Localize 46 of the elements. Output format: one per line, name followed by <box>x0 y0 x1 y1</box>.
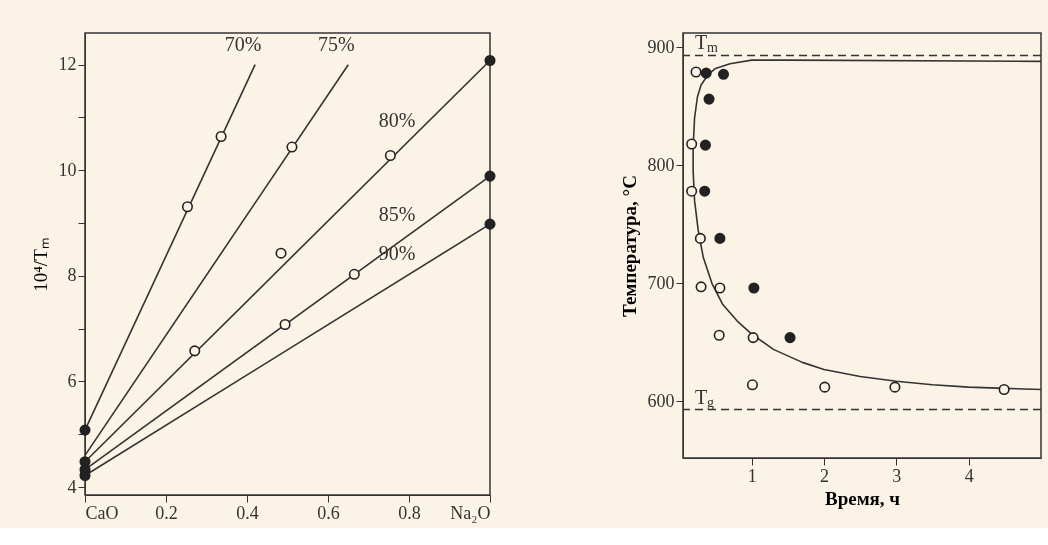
x-tick-label: 0.2 <box>155 502 178 523</box>
x-tick-label: 1 <box>747 465 757 486</box>
point <box>695 281 707 293</box>
point <box>700 67 712 79</box>
point <box>703 93 715 105</box>
point <box>686 185 698 197</box>
y-tick-label: 800 <box>647 154 675 175</box>
series-label: 90% <box>378 242 416 265</box>
point <box>819 381 831 393</box>
point <box>686 138 698 150</box>
y-axis-title: Температура, °C <box>618 175 640 317</box>
y-tick-label: 900 <box>647 36 675 57</box>
x-tick-label: 4 <box>964 465 974 486</box>
y-tick-label: 10 <box>58 159 77 180</box>
point <box>748 282 760 294</box>
point <box>784 332 796 344</box>
y-tick-label: 600 <box>647 390 675 411</box>
point <box>746 379 758 391</box>
y-tick-label: 12 <box>58 54 77 75</box>
series-label: 85% <box>378 202 416 225</box>
point <box>690 66 702 78</box>
x-tick-label: Na₂O <box>450 502 491 523</box>
point <box>699 185 711 197</box>
point <box>717 68 730 80</box>
point <box>713 329 725 341</box>
point <box>747 332 759 344</box>
point <box>714 282 726 294</box>
series-label: 75% <box>317 32 355 55</box>
x-tick-label: 3 <box>892 465 902 486</box>
point <box>998 383 1010 396</box>
point <box>889 381 901 393</box>
y-tick-label: 6 <box>67 370 77 391</box>
series-label: 80% <box>378 108 416 131</box>
series-label: 70% <box>224 32 262 55</box>
x-axis-title: Время, ч <box>824 487 901 509</box>
y-axis-title: 10⁴/Tₘ <box>29 237 51 292</box>
y-tick-label: 8 <box>67 265 77 286</box>
point <box>694 232 706 244</box>
x-tick-label: 0.6 <box>317 502 340 523</box>
x-tick-label: 2 <box>820 465 830 486</box>
x-tick-label: 0.8 <box>398 502 421 523</box>
x-tick-label: CaO <box>85 502 119 523</box>
point <box>699 139 711 151</box>
point <box>714 232 726 244</box>
y-tick-label: 700 <box>647 272 675 293</box>
x-tick-label: 0.4 <box>236 502 259 523</box>
